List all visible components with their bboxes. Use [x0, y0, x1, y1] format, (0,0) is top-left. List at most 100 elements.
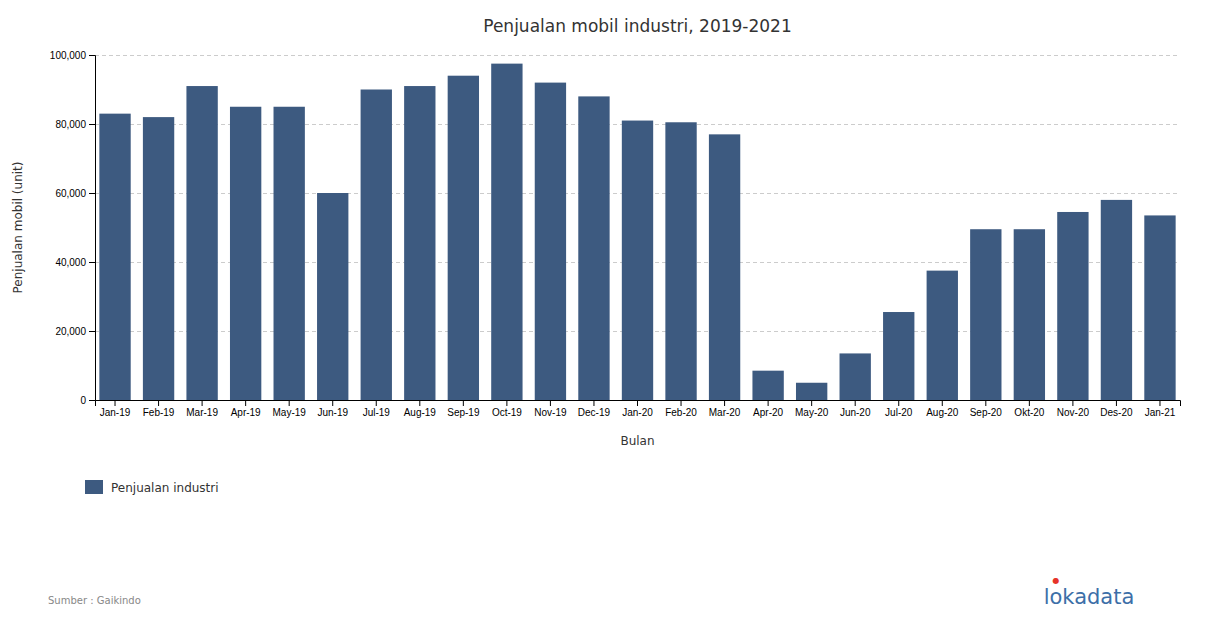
- bar: [665, 122, 696, 400]
- y-tick-mark: [89, 400, 95, 401]
- x-tick: Feb-20: [665, 400, 697, 418]
- bar: [361, 90, 392, 401]
- logo-dot: ●: [1052, 576, 1059, 585]
- bar: [535, 83, 566, 400]
- x-tick: Feb-19: [143, 400, 175, 418]
- bar: [1057, 212, 1088, 400]
- x-tick-mark: [1072, 400, 1073, 406]
- legend: Penjualan industri: [85, 480, 219, 495]
- x-tick-label: May-19: [273, 407, 307, 418]
- x-tick-label: Sep-20: [970, 407, 1003, 418]
- y-tick: 40,000: [55, 257, 95, 268]
- x-tick: Des-20: [1100, 400, 1133, 418]
- x-tick-mark: [811, 400, 812, 406]
- y-tick-label: 40,000: [55, 257, 86, 268]
- y-tick: 0: [80, 395, 95, 406]
- x-tick: Sep-19: [447, 400, 480, 418]
- bar: [709, 134, 740, 400]
- y-tick-mark: [89, 193, 95, 194]
- x-axis: Jan-19 Feb-19 Mar-19 Apr-19 May-19 Jun-19 Jul-…: [96, 400, 1181, 418]
- y-tick-label: 20,000: [55, 326, 86, 337]
- x-axis-title: Bulan: [620, 434, 654, 448]
- bar: [1144, 215, 1175, 400]
- x-tick-mark: [1116, 400, 1117, 406]
- x-tick-mark: [550, 400, 551, 406]
- x-tick-label: Sep-19: [447, 407, 480, 418]
- x-tick-mark: [245, 400, 246, 406]
- x-tick: Nov-20: [1057, 400, 1090, 418]
- x-tick-mark: [942, 400, 943, 406]
- x-tick-label: Mar-19: [186, 407, 218, 418]
- x-tick-label: Des-20: [1100, 407, 1133, 418]
- x-tick: May-20: [795, 400, 829, 418]
- x-tick-mark: [724, 400, 725, 406]
- y-tick-label: 80,000: [55, 119, 86, 130]
- bar: [404, 86, 435, 400]
- x-tick-label: Jul-19: [363, 407, 391, 418]
- x-tick-mark: [158, 400, 159, 406]
- y-tick-mark: [89, 55, 95, 56]
- x-tick-mark: [681, 400, 682, 406]
- x-tick-label: Jan-21: [1145, 407, 1176, 418]
- y-tick: 60,000: [55, 188, 95, 199]
- x-tick: Jan-19: [100, 400, 131, 418]
- x-tick: Nov-19: [534, 400, 567, 418]
- grid-tick: [95, 55, 1180, 56]
- x-tick-mark: [1029, 400, 1030, 406]
- bar: [840, 353, 871, 400]
- x-tick: Jan-20: [622, 400, 653, 418]
- y-tick-label: 0: [80, 395, 86, 406]
- bar: [578, 96, 609, 400]
- y-tick: 100,000: [50, 50, 95, 61]
- x-tick: Jun-19: [317, 400, 348, 418]
- y-tick-mark: [89, 331, 95, 332]
- x-tick: Okt-20: [1014, 400, 1044, 418]
- x-tick: Mar-19: [186, 400, 218, 418]
- bar: [970, 229, 1001, 400]
- x-tick: Dec-19: [578, 400, 611, 418]
- x-tick-label: Aug-19: [404, 407, 437, 418]
- bar: [752, 371, 783, 400]
- x-tick-label: Nov-19: [534, 407, 567, 418]
- chart: Jan-19 Feb-19 Mar-19 Apr-19 May-19 Jun-19 Jul-…: [0, 0, 1210, 628]
- bar: [448, 76, 479, 400]
- x-tick-label: Jun-20: [840, 407, 871, 418]
- x-tick-label: Dec-19: [578, 407, 611, 418]
- source: Sumber : Gaikindo: [48, 595, 141, 606]
- x-tick: Apr-19: [231, 400, 261, 418]
- x-tick-mark: [898, 400, 899, 406]
- x-tick: Aug-20: [926, 400, 959, 418]
- x-tick-label: Mar-20: [709, 407, 741, 418]
- y-tick: 20,000: [55, 326, 95, 337]
- bar: [230, 107, 261, 400]
- bar: [1101, 200, 1132, 400]
- y-axis: 0 20,000 40,000 60,000 80,000 100,000: [50, 50, 96, 406]
- bar: [186, 86, 217, 400]
- x-tick-label: Feb-19: [143, 407, 175, 418]
- bar: [927, 271, 958, 400]
- bar: [317, 193, 348, 400]
- x-tick-mark: [855, 400, 856, 406]
- y-tick-mark: [89, 262, 95, 263]
- x-tick: Jun-20: [840, 400, 871, 418]
- bar: [622, 121, 653, 400]
- x-tick-label: Apr-19: [231, 407, 261, 418]
- x-tick-mark: [1159, 400, 1160, 406]
- y-tick: 80,000: [55, 119, 95, 130]
- y-tick-mark: [89, 124, 95, 125]
- plot: Jan-19 Feb-19 Mar-19 Apr-19 May-19 Jun-19 Jul-…: [50, 50, 1181, 418]
- x-tick-label: Jan-20: [622, 407, 653, 418]
- x-axis-line: [96, 401, 1181, 407]
- x-tick: Mar-20: [709, 400, 741, 418]
- x-tick-label: Nov-20: [1057, 407, 1090, 418]
- y-tick-label: 60,000: [55, 188, 86, 199]
- y-tick-label: 100,000: [50, 50, 87, 61]
- x-tick-label: Aug-20: [926, 407, 959, 418]
- x-tick-mark: [332, 400, 333, 406]
- bar: [99, 114, 130, 400]
- x-tick-mark: [115, 400, 116, 406]
- bar: [491, 64, 522, 400]
- y-axis-title: Penjualan mobil (unit): [11, 162, 25, 294]
- grid: [95, 56, 1180, 401]
- x-tick-mark: [202, 400, 203, 406]
